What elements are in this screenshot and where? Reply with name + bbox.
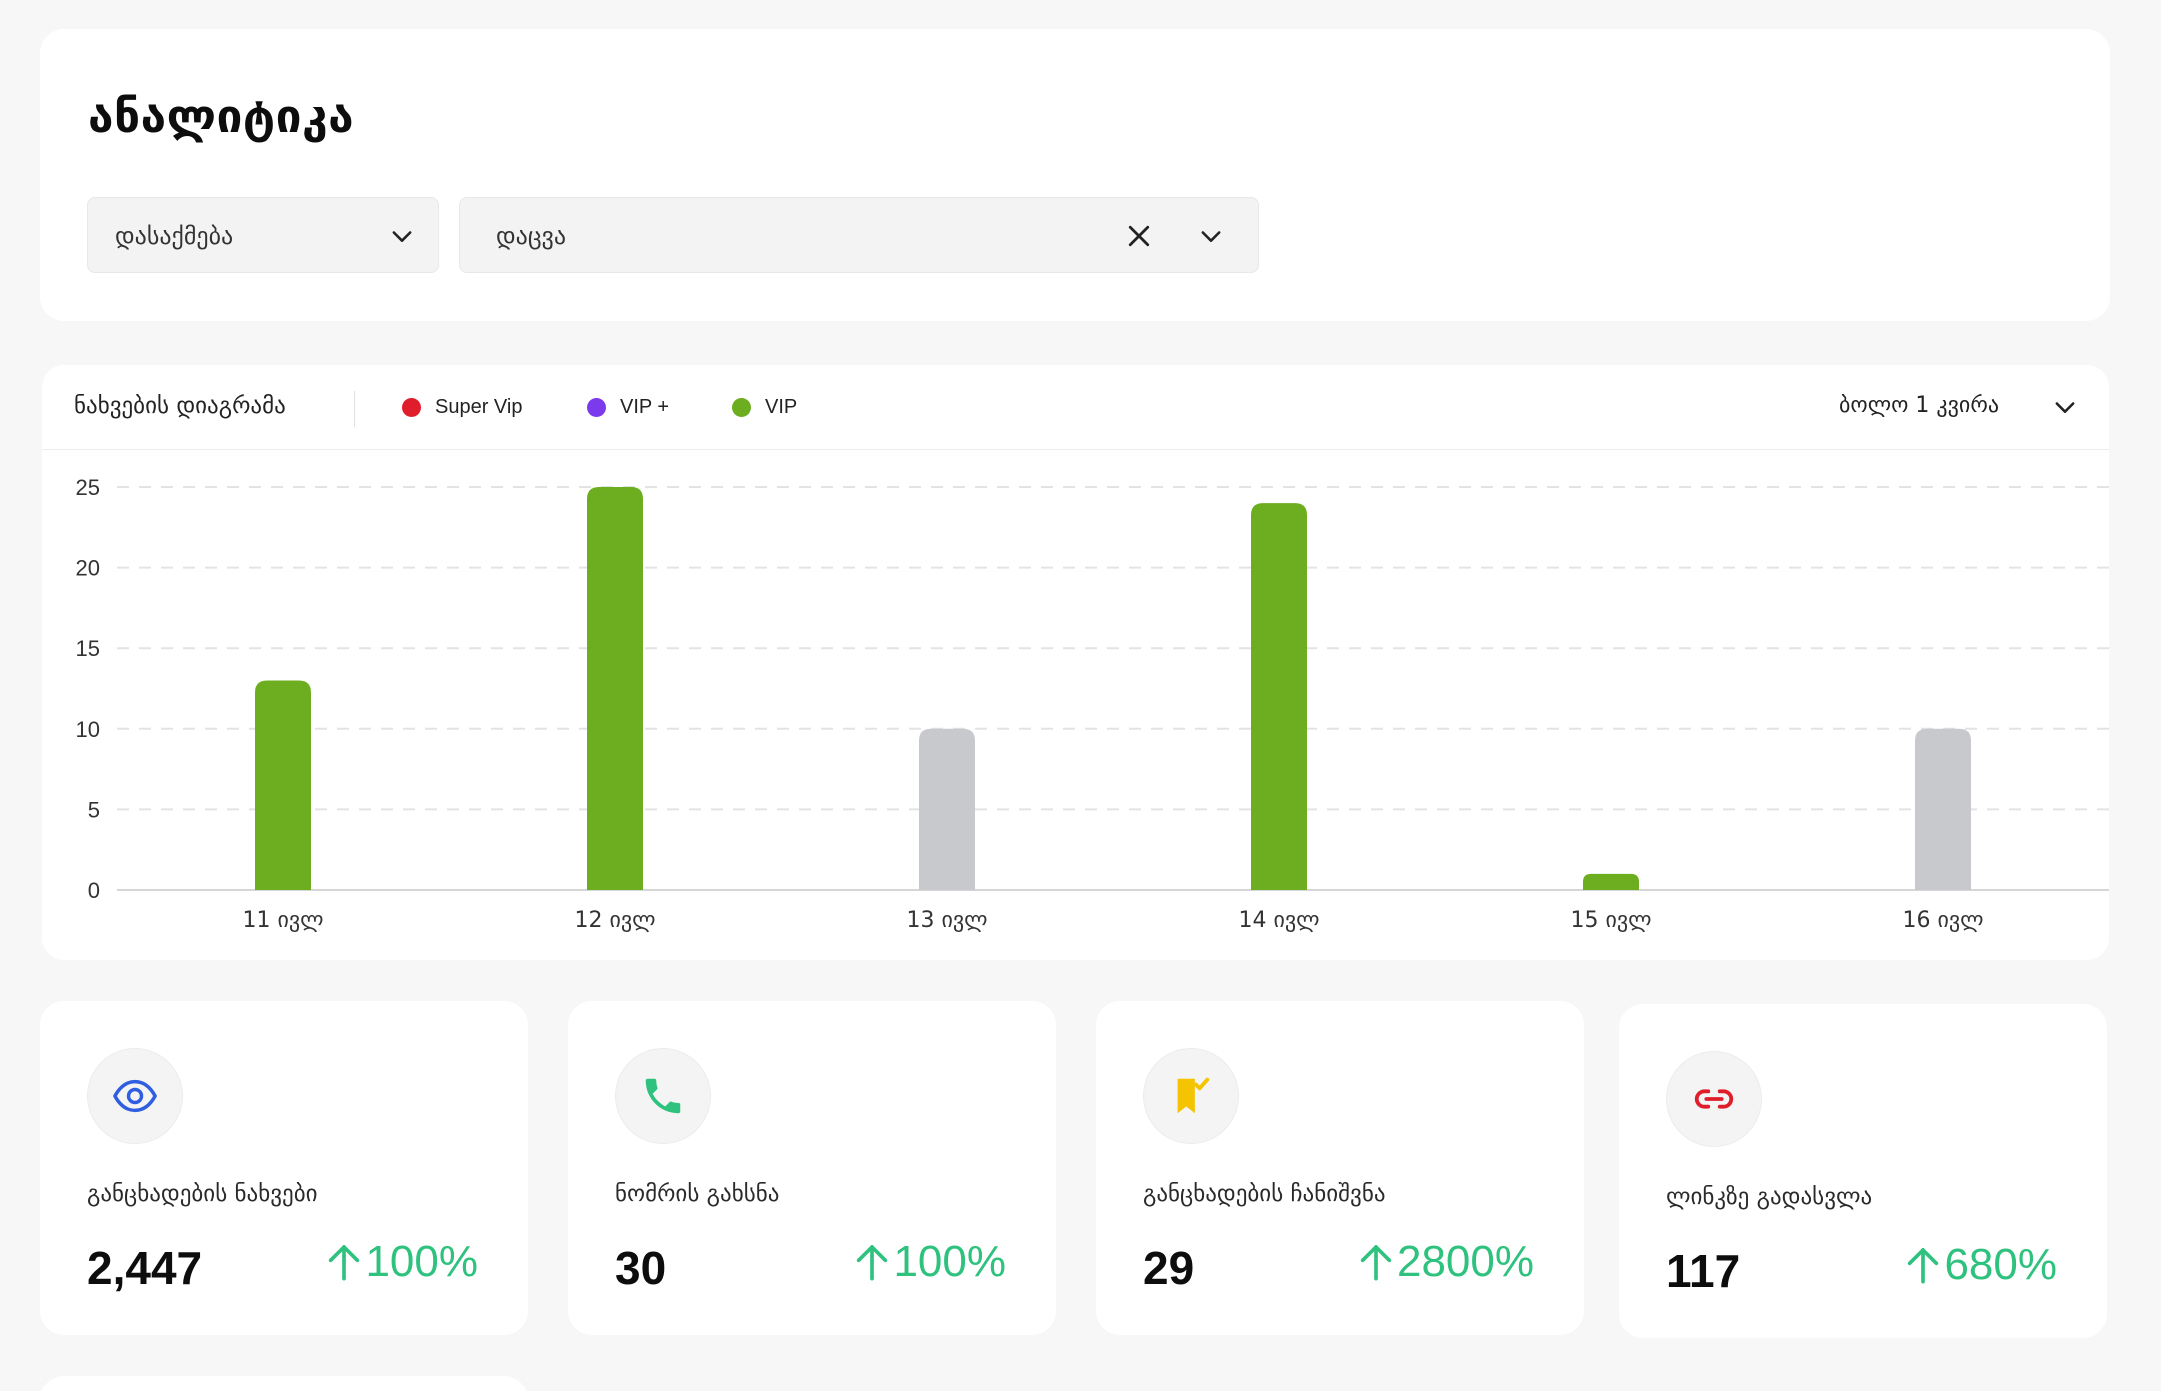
- chevron-down-icon: [388, 222, 416, 250]
- stat-change: 100%: [855, 1237, 1006, 1287]
- x-tick-label: 16 ივლ: [1902, 908, 1983, 933]
- stat-label: განცხადების ჩანიშვნა: [1143, 1181, 1386, 1207]
- x-tick-label: 15 ივლ: [1570, 908, 1651, 933]
- bar: [1915, 728, 1971, 890]
- bookmark-check-icon: [1143, 1048, 1239, 1144]
- stat-change-value: 100%: [893, 1237, 1006, 1286]
- category-select-value: დასაქმება: [115, 222, 234, 250]
- arrow-up-icon: [1908, 1248, 1939, 1284]
- stat-value: 117: [1666, 1245, 1741, 1297]
- y-tick-label: 0: [88, 878, 100, 903]
- chart-title: ნახვების დიაგრამა: [74, 393, 286, 419]
- legend-super-vip[interactable]: Super Vip: [402, 392, 522, 422]
- legend-label: VIP: [765, 395, 798, 418]
- x-tick-label: 13 ივლ: [906, 908, 987, 933]
- x-tick-label: 12 ივლ: [574, 908, 655, 933]
- chevron-down-icon[interactable]: [2051, 393, 2079, 421]
- chevron-down-icon[interactable]: [1197, 222, 1225, 250]
- next-card-peek: [40, 1376, 528, 1391]
- stat-change-value: 2800%: [1396, 1237, 1534, 1286]
- link-icon: [1666, 1051, 1762, 1147]
- bar: [255, 680, 311, 890]
- arrow-up-icon: [857, 1245, 888, 1281]
- subcategory-select-value: დაცვა: [496, 222, 567, 250]
- period-select[interactable]: ბოლო 1 კვირა: [1839, 393, 1999, 418]
- y-tick-label: 25: [76, 475, 100, 500]
- page-title: ანალიტიკა: [88, 89, 355, 143]
- legend-dot: [587, 397, 606, 417]
- stat-value: 2,447: [87, 1242, 203, 1294]
- phone-icon: [615, 1048, 711, 1144]
- arrow-up-icon: [329, 1245, 360, 1281]
- stat-label: განცხადების ნახვები: [87, 1181, 318, 1207]
- legend-label: Super Vip: [435, 395, 523, 418]
- stat-value: 29: [1143, 1242, 1195, 1294]
- chart-header: ნახვების დიაგრამა Super Vip VIP + VIP ბო…: [42, 365, 2109, 450]
- stat-label: ლინკზე გადასვლა: [1666, 1184, 1873, 1210]
- x-tick-label: 14 ივლ: [1238, 908, 1319, 933]
- stat-change-value: 680%: [1944, 1240, 2057, 1289]
- legend-vip[interactable]: VIP: [732, 392, 797, 422]
- stat-card-bookmarks: განცხადების ჩანიშვნა 29 2800%: [1096, 1001, 1584, 1335]
- stat-change: 100%: [327, 1237, 478, 1287]
- arrow-up-icon: [1360, 1245, 1392, 1281]
- legend-dot: [732, 397, 751, 417]
- stat-value: 30: [615, 1242, 667, 1294]
- stat-change: 680%: [1906, 1240, 2057, 1290]
- bar-chart: 0 5 10 15 20 25 11 ივლ 12 ივლ 13 ივლ 14 ივლ 15 ივლ…: [76, 475, 2109, 933]
- legend-vip-plus[interactable]: VIP +: [587, 392, 669, 422]
- y-tick-label: 10: [76, 717, 100, 742]
- stat-label: ნომრის გახსნა: [615, 1181, 780, 1207]
- legend-label: VIP +: [620, 395, 670, 418]
- legend-dot: [402, 397, 421, 417]
- header-divider: [354, 391, 355, 427]
- filter-card: ანალიტიკა დასაქმება დაცვა: [40, 29, 2110, 321]
- x-tick-label: 11 ივლ: [242, 908, 323, 933]
- stat-card-link-clicks: ლინკზე გადასვლა 117 680%: [1619, 1004, 2107, 1338]
- eye-icon: [87, 1048, 183, 1144]
- stat-card-views: განცხადების ნახვები 2,447 100%: [40, 1001, 528, 1335]
- close-icon[interactable]: [1124, 221, 1154, 251]
- bar: [1251, 503, 1307, 890]
- bar: [587, 487, 643, 890]
- views-chart-card: ნახვების დიაგრამა Super Vip VIP + VIP ბო…: [42, 365, 2109, 960]
- stat-change: 2800%: [1359, 1237, 1534, 1287]
- bar: [1583, 873, 1639, 890]
- stat-change-value: 100%: [365, 1237, 478, 1286]
- bar: [919, 728, 975, 890]
- stat-card-phone-reveals: ნომრის გახსნა 30 100%: [568, 1001, 1056, 1335]
- y-tick-label: 15: [76, 636, 100, 661]
- subcategory-select[interactable]: დაცვა: [459, 197, 1259, 273]
- y-tick-label: 20: [76, 556, 100, 581]
- y-tick-label: 5: [88, 797, 100, 822]
- category-select[interactable]: დასაქმება: [87, 197, 439, 273]
